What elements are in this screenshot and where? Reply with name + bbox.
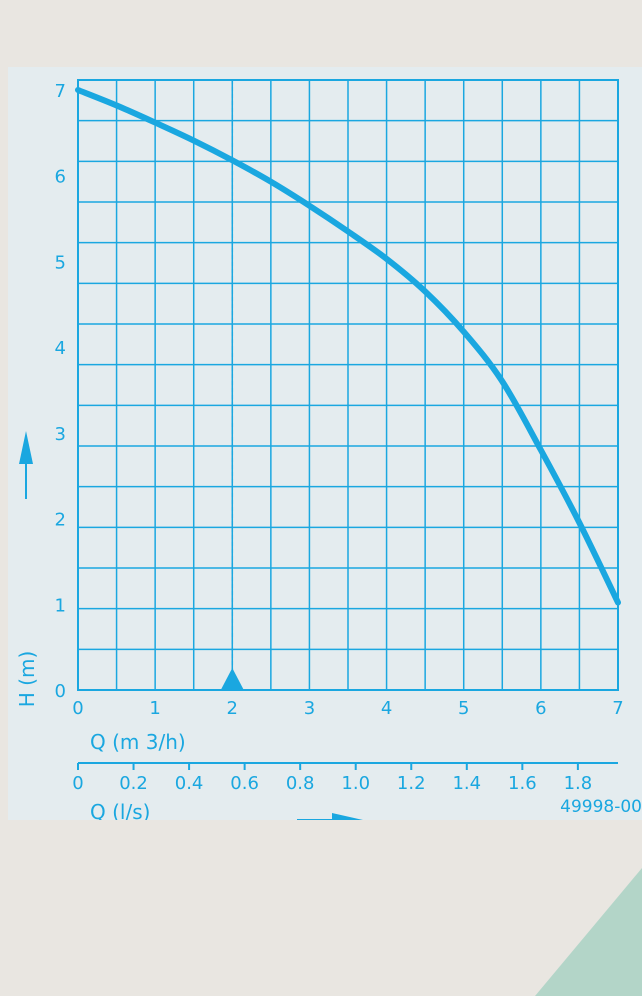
x-tick-label: 1 — [149, 698, 160, 719]
secondary-x-axis: 0 0.2 0.4 0.6 0.8 1.0 1.2 1.4 1.6 1.8 — [72, 762, 618, 794]
x-tick-label: 6 — [535, 698, 546, 719]
x-axis-label: Q (m 3/h) — [90, 730, 186, 754]
y-tick-label: 5 — [55, 252, 66, 273]
x-tick-label: 7 — [612, 698, 623, 719]
x-tick-label: 4 — [381, 698, 392, 719]
secondary-x-tick-label: 1.6 — [508, 773, 537, 794]
secondary-x-tick-label: 0.4 — [175, 773, 204, 794]
plot-border — [77, 79, 619, 691]
operating-point-marker — [221, 668, 244, 689]
secondary-x-tick-label: 0.8 — [286, 773, 315, 794]
x-tick-label: 5 — [458, 698, 469, 719]
x-tick-label: 0 — [72, 698, 83, 719]
secondary-x-tick-label: 1.0 — [341, 773, 370, 794]
y-axis-label: H (m) — [15, 651, 39, 707]
secondary-x-tick-label: 1.4 — [452, 773, 481, 794]
secondary-x-tick-label: 1.8 — [564, 773, 593, 794]
y-tick-label: 2 — [55, 510, 66, 531]
chart-panel: 0 1 2 3 4 5 6 7 0 1 2 3 4 5 6 7 0 0.2 0.4 0.6 0.8 1.0 1.2 1.4… — [8, 67, 642, 827]
secondary-x-tick-label: 0.6 — [230, 773, 259, 794]
figure-code: 49998-00 — [560, 797, 642, 817]
secondary-x-tick-label: 0.2 — [119, 773, 148, 794]
y-tick-label: 1 — [55, 595, 66, 616]
x-tick-label: 3 — [304, 698, 315, 719]
secondary-x-tick-label: 1.2 — [397, 773, 426, 794]
x-tick-labels: 0 1 2 3 4 5 6 7 — [72, 698, 623, 719]
secondary-x-tick-label: 0 — [72, 773, 83, 794]
y-tick-label: 3 — [55, 424, 66, 445]
x-tick-label: 2 — [227, 698, 238, 719]
y-direction-arrow-icon — [19, 431, 33, 499]
y-tick-label: 0 — [55, 681, 66, 702]
y-tick-labels: 0 1 2 3 4 5 6 7 — [55, 81, 66, 702]
y-tick-label: 4 — [55, 338, 66, 359]
data-points — [77, 89, 619, 603]
y-tick-label: 7 — [55, 81, 66, 102]
pump-curve-chart: 0 1 2 3 4 5 6 7 0 1 2 3 4 5 6 7 0 0.2 0.4 0.6 0.8 1.0 1.2 1.4… — [15, 79, 642, 827]
y-tick-label: 6 — [55, 167, 66, 188]
grid — [77, 79, 619, 691]
